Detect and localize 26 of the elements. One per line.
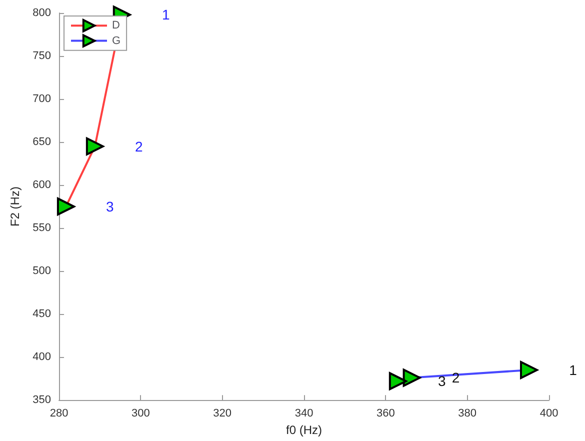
y-tick-label: 500	[32, 265, 51, 278]
y-tick-label: 450	[32, 308, 51, 320]
y-tick-label: 750	[32, 50, 51, 62]
y-tick-label: 600	[32, 179, 51, 192]
legend-label: G	[112, 34, 121, 47]
x-tick-label: 380	[458, 408, 477, 420]
x-tick-label: 360	[376, 408, 395, 420]
annotation: 1	[162, 6, 170, 23]
x-tick-label: 300	[131, 408, 150, 420]
x-tick-label: 320	[213, 408, 232, 420]
x-tick-label: 400	[540, 408, 558, 420]
y-tick-label: 700	[32, 93, 51, 106]
annotation: 2	[135, 138, 144, 154]
annotation: 3	[106, 198, 114, 215]
y-tick-label: 800	[32, 7, 51, 19]
y-tick-label: 550	[32, 222, 51, 234]
y-tick-label: 400	[32, 351, 51, 364]
legend-label: D	[112, 20, 120, 32]
annotation: 3	[438, 373, 446, 390]
text: 1	[569, 362, 578, 378]
x-tick-label: 340	[294, 408, 314, 420]
y-tick-label: 350	[32, 394, 51, 406]
x-tick-label: 280	[50, 408, 68, 420]
x-axis-title: f0 (Hz)	[286, 423, 322, 437]
y-tick-label: 650	[32, 136, 51, 148]
y-axis-title: F2 (Hz)	[8, 186, 22, 227]
